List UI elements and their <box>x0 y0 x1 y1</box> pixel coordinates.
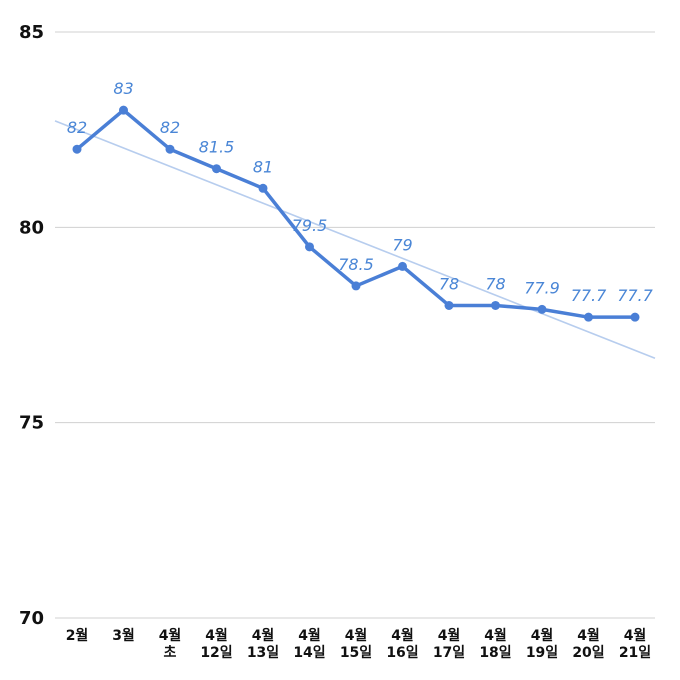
x-tick-label-line: 14일 <box>293 645 325 661</box>
x-tick-label-line: 4월 <box>438 627 461 644</box>
x-tick-label: 4월 16일 <box>386 627 418 661</box>
x-tick-label-line: 초 <box>164 645 177 661</box>
y-tick-label: 75 <box>19 413 44 434</box>
x-tick-label-line: 4월 <box>391 627 414 644</box>
data-point <box>212 164 221 174</box>
x-tick-label-line: 4월 <box>577 627 600 644</box>
data-label: 82 <box>160 118 180 137</box>
x-tick-label-line: 4월 <box>531 627 554 644</box>
data-point <box>305 242 314 252</box>
x-tick-label-line: 4월 <box>624 627 647 644</box>
data-label: 77.7 <box>571 286 607 305</box>
data-label: 79.5 <box>292 216 328 235</box>
x-tick-label: 4월 20일 <box>572 627 604 661</box>
data-point <box>165 144 175 154</box>
data-point <box>537 304 547 314</box>
data-point <box>491 300 500 310</box>
trendline-group <box>54 120 656 359</box>
x-tick-label-line: 12일 <box>200 645 232 661</box>
x-tick-label-line: 16일 <box>386 645 418 661</box>
x-tick-label: 4월 14일 <box>293 627 325 661</box>
x-tick-label: 4월 17일 <box>433 627 465 661</box>
data-point <box>351 281 361 291</box>
x-tick-label-line: 4월 <box>252 627 275 644</box>
x-tick-label: 4월 13일 <box>247 627 279 661</box>
data-label: 79 <box>392 235 412 254</box>
data-point <box>258 183 268 193</box>
x-tick-label: 4월 18일 <box>479 627 511 661</box>
data-point <box>119 105 128 115</box>
x-tick-label: 2월 <box>66 627 89 644</box>
gridlines <box>55 31 655 619</box>
data-label: 81.5 <box>199 138 235 157</box>
data-labels: 82 83 82 81.5 81 79.5 78.5 79 78 78 77.9 77.7 77.7 <box>67 79 654 305</box>
trendline <box>54 120 656 359</box>
x-tick-label-line: 21일 <box>619 645 651 661</box>
data-point <box>398 261 407 271</box>
x-tick-label-line: 15일 <box>340 645 372 661</box>
x-tick-label: 4월 19일 <box>526 627 558 661</box>
x-tick-label: 4월 21일 <box>619 627 651 661</box>
x-tick-label: 3월 <box>112 627 135 644</box>
x-tick-label-line: 2월 <box>66 627 89 644</box>
data-point <box>584 312 593 322</box>
x-tick-label-line: 19일 <box>526 645 558 661</box>
y-tick-label: 70 <box>19 608 44 629</box>
data-label: 77.7 <box>617 286 653 305</box>
x-tick-label: 4월 15일 <box>340 627 372 661</box>
y-tick-label: 85 <box>19 22 44 43</box>
data-label: 82 <box>67 118 87 137</box>
data-point <box>630 312 640 322</box>
y-tick-label: 80 <box>19 217 44 238</box>
data-label: 81 <box>253 157 273 176</box>
x-tick-label: 4월 초 <box>159 627 182 661</box>
x-tick-label-line: 4월 <box>298 627 321 644</box>
x-tick-label-line: 17일 <box>433 645 465 661</box>
y-axis-ticks: 70 75 80 85 <box>19 22 44 629</box>
data-label: 78.5 <box>338 255 374 274</box>
x-tick-label-line: 4월 <box>484 627 507 644</box>
x-tick-label-line: 18일 <box>479 645 511 661</box>
data-point <box>72 144 82 154</box>
x-tick-label-line: 4월 <box>159 627 182 644</box>
data-point <box>444 300 454 310</box>
series-group <box>72 105 640 322</box>
x-tick-label-line: 13일 <box>247 645 279 661</box>
x-tick-label-line: 3월 <box>112 627 135 644</box>
x-tick-label: 4월 12일 <box>200 627 232 661</box>
x-tick-label-line: 4월 <box>345 627 368 644</box>
data-label: 78 <box>485 274 505 293</box>
data-label: 77.9 <box>524 278 560 297</box>
x-tick-label-line: 20일 <box>572 645 604 661</box>
x-tick-label-line: 4월 <box>205 627 228 644</box>
data-label: 78 <box>439 274 459 293</box>
data-label: 83 <box>113 79 133 98</box>
